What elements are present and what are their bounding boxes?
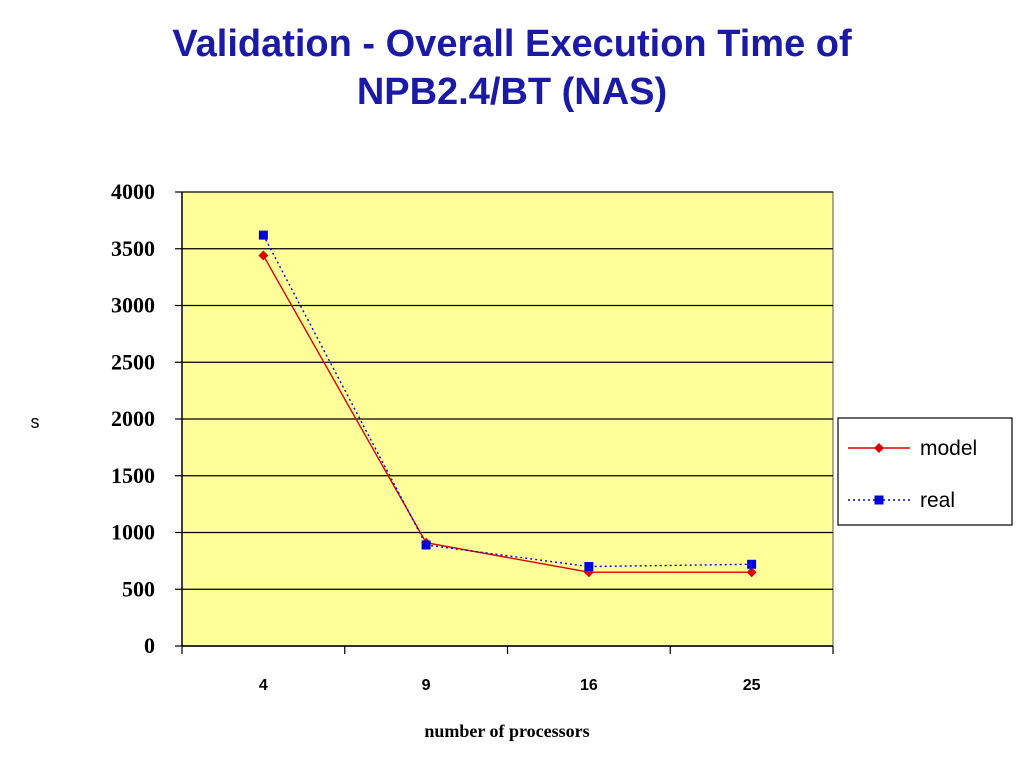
x-axis-ticks: 4 9 16 25: [181, 646, 834, 694]
y-axis-label: s: [31, 412, 40, 432]
real-point: [258, 230, 268, 240]
y-tick-label: 3000: [111, 293, 155, 318]
legend-marker-model: [874, 443, 884, 453]
legend-label-model: model: [920, 437, 977, 460]
real-point: [584, 562, 594, 572]
series-layer: [258, 230, 757, 578]
y-tick-label: 1000: [111, 520, 155, 545]
y-tick-label: 3500: [111, 236, 155, 261]
model-series-line: [262, 255, 752, 573]
real-point: [747, 559, 757, 569]
chart-title: Validation - Overall Execution Time of N…: [40, 20, 984, 116]
real-point: [421, 540, 431, 550]
y-tick-label: 1500: [111, 463, 155, 488]
model-point: [258, 250, 269, 261]
y-tick-label: 0: [144, 633, 155, 658]
real-series-line: [262, 234, 752, 568]
model-point: [746, 567, 757, 578]
y-tick-label: 500: [122, 576, 155, 601]
y-tick-label: 4000: [111, 179, 155, 204]
legend-box: [837, 417, 1013, 526]
x-tick-label: 9: [422, 677, 431, 694]
y-axis-ticks: 0 500 1000 1500 2000 2500 3000 3500 4000: [111, 179, 182, 658]
y-tick-label: 2000: [111, 406, 155, 431]
x-axis-label: number of processors: [424, 721, 589, 741]
title-line-1: Validation - Overall Execution Time of: [172, 23, 852, 65]
legend-label-real: real: [920, 489, 955, 512]
x-tick-label: 16: [580, 677, 598, 694]
y-tick-label: 2500: [111, 349, 155, 374]
legend-marker-real: [874, 495, 884, 505]
x-tick-label: 4: [259, 677, 268, 694]
x-tick-label: 25: [743, 677, 761, 694]
title-line-2: NPB2.4/BT (NAS): [356, 71, 668, 113]
legend: model real: [837, 417, 1013, 526]
